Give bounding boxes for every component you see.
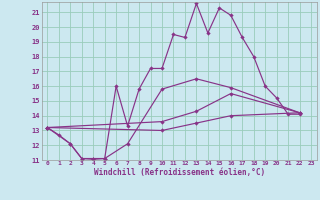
X-axis label: Windchill (Refroidissement éolien,°C): Windchill (Refroidissement éolien,°C) — [94, 168, 265, 177]
